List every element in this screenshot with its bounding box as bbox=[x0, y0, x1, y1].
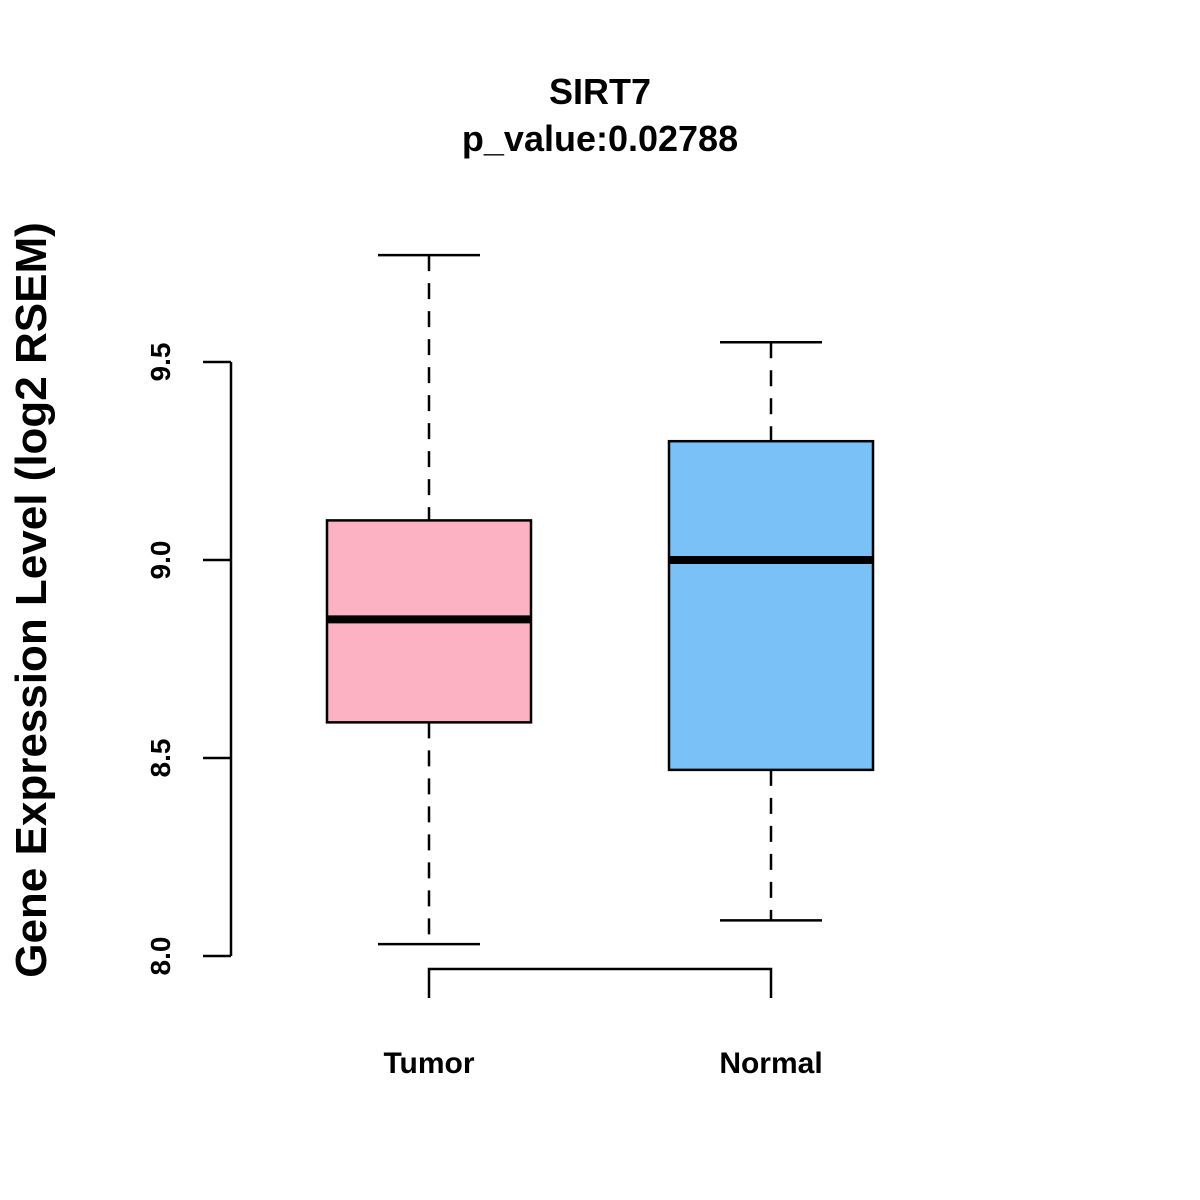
y-tick-label-3: 9.5 bbox=[145, 343, 176, 382]
y-tick-label-2: 9.0 bbox=[145, 541, 176, 580]
y-axis: 8.0 8.5 9.0 9.5 bbox=[145, 343, 233, 976]
box-normal bbox=[667, 340, 875, 922]
chart-subtitle: p_value:0.02788 bbox=[462, 118, 738, 159]
iqr-box bbox=[667, 439, 875, 772]
y-tick-label-1: 8.5 bbox=[145, 739, 176, 778]
category-label-normal: Normal bbox=[719, 1047, 822, 1080]
comparison-bracket bbox=[427, 967, 773, 998]
category-labels: Tumor Normal bbox=[383, 1047, 822, 1080]
chart-title: SIRT7 bbox=[549, 71, 651, 112]
y-tick-label-0: 8.0 bbox=[145, 937, 176, 976]
y-axis-label: Gene Expression Level (log2 RSEM) bbox=[7, 222, 56, 978]
box-tumor bbox=[325, 253, 533, 946]
category-label-tumor: Tumor bbox=[383, 1047, 474, 1080]
bracket-line bbox=[427, 967, 773, 998]
boxes bbox=[325, 253, 875, 946]
